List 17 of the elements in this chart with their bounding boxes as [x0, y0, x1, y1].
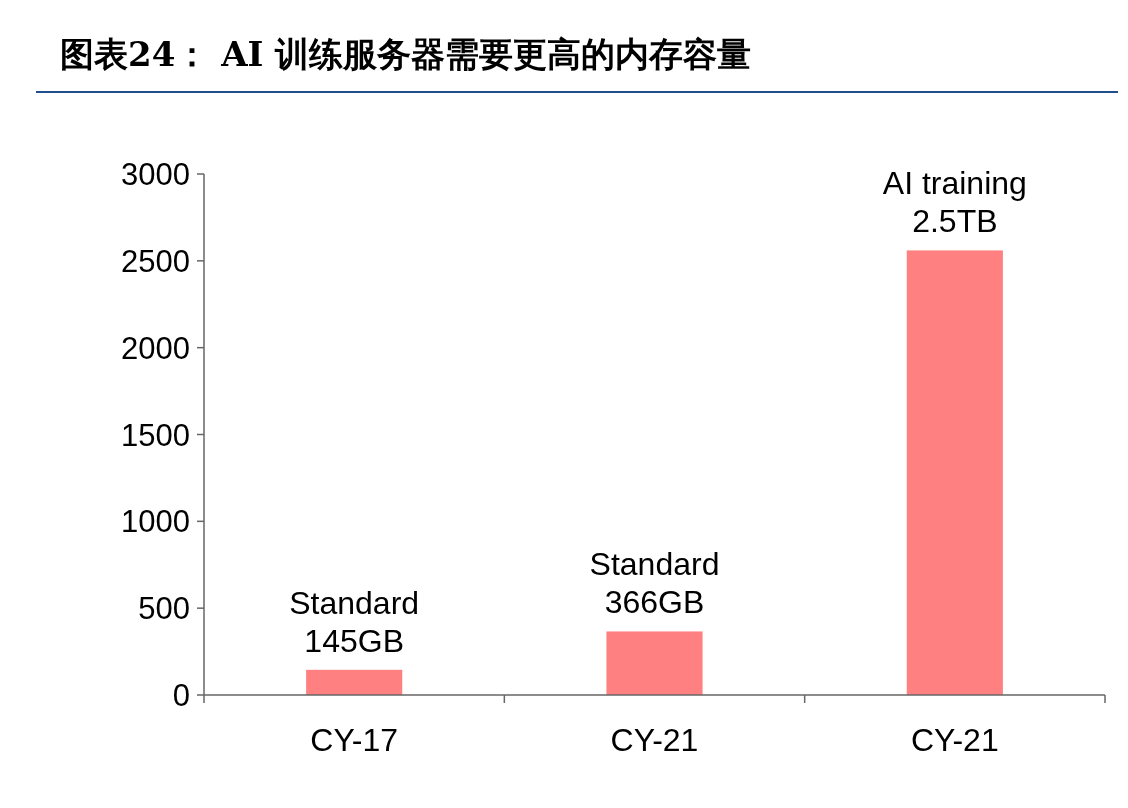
y-tick-label: 1500: [121, 417, 190, 453]
x-tick-label: CY-17: [310, 722, 399, 758]
y-tick-label: 0: [172, 678, 190, 713]
data-label: Standard 366GB: [589, 546, 720, 621]
data-label: AI training 2.5TB: [882, 165, 1027, 240]
data-label: Standard 145GB: [289, 584, 420, 659]
y-tick-label: 1000: [121, 504, 190, 540]
y-tick-label: 500: [138, 591, 190, 627]
bar: [606, 631, 703, 695]
y-tick-label: 2500: [121, 243, 190, 279]
x-tick-label: CY-21: [610, 722, 699, 758]
chart-title: 图表24： AI 训练服务器需要更高的内存容量: [60, 34, 752, 74]
bar: [306, 669, 403, 695]
bar: [906, 250, 1003, 695]
y-tick-label: 3000: [121, 157, 190, 192]
x-tick-label: CY-21: [910, 722, 999, 758]
y-tick-label: 2000: [121, 330, 190, 366]
